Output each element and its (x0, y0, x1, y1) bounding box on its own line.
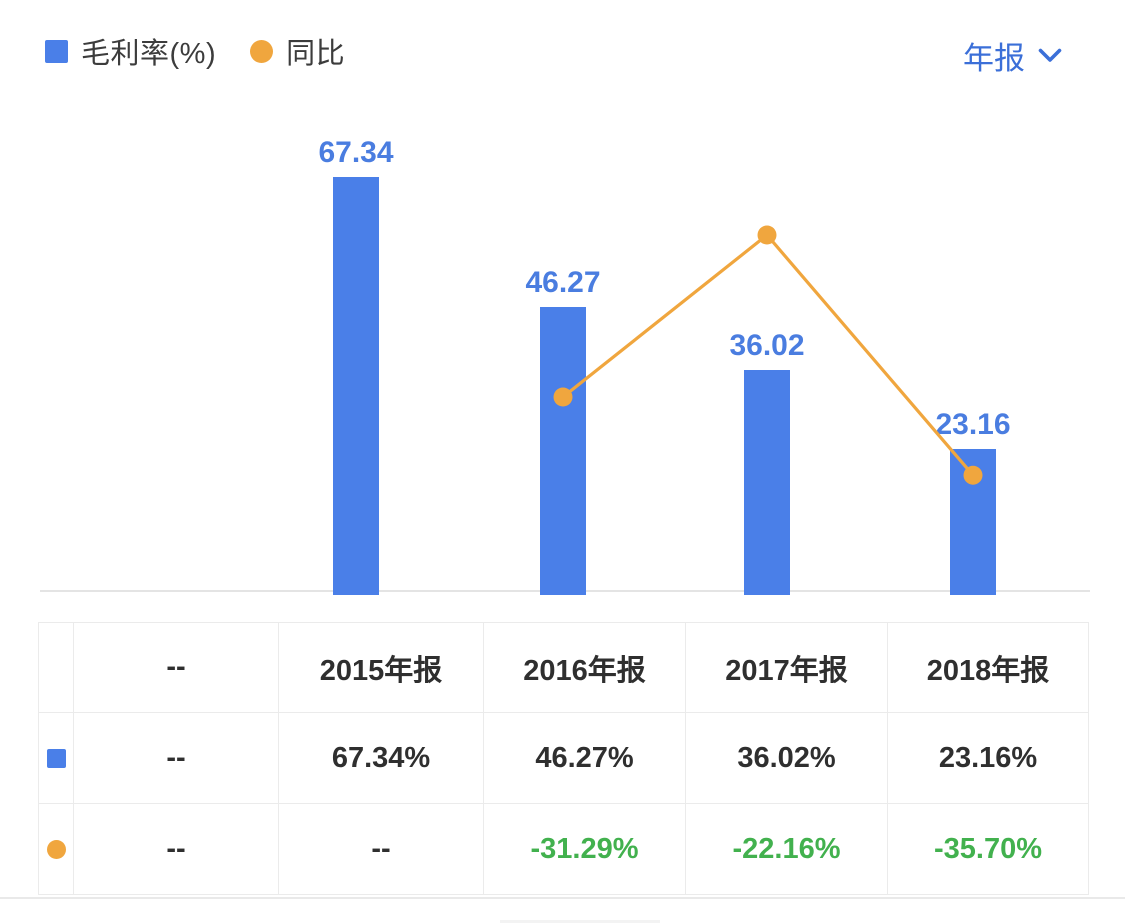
table-cell: -22.16% (685, 803, 888, 895)
table-cell: -35.70% (887, 803, 1089, 895)
table-column-header: -- (73, 622, 279, 713)
bar-value-label-2018年报: 23.16 (935, 408, 1011, 442)
period-selector-label: 年报 (963, 41, 1025, 76)
yoy-line-point-1[interactable] (757, 225, 777, 245)
series-icon-cell (38, 803, 74, 895)
bottom-divider (0, 897, 1125, 899)
table-row: -- -- -31.29% -22.16% -35.70% (38, 803, 1089, 895)
bar-value-label-2015年报: 67.34 (318, 136, 394, 169)
line-series-swatch-icon (46, 840, 66, 860)
bar-series-swatch-icon (46, 749, 66, 769)
legend-label-yoy: 同比 (286, 38, 346, 70)
bar-2015年报[interactable] (333, 177, 379, 595)
data-table: -- 2015年报 2016年报 2017年报 2018年报 -- 67.34% 46.27… (38, 622, 1089, 895)
table-cell: -31.29% (483, 803, 686, 895)
table-cell: -- (278, 803, 484, 895)
bar-2017年报[interactable] (744, 370, 790, 595)
table-column-header: 2017年报 (685, 622, 888, 713)
table-row: -- 67.34% 46.27% 36.02% 23.16% (38, 712, 1089, 804)
legend-label-gross-margin: 毛利率(%) (81, 38, 217, 70)
chevron-down-icon (1038, 48, 1062, 62)
bar-2016年报[interactable] (540, 306, 586, 595)
line-series-swatch-icon (250, 39, 274, 63)
table-cell: -- (73, 803, 279, 895)
table-cell: 46.27% (483, 712, 686, 804)
table-column-header: 2016年报 (483, 622, 686, 713)
period-selector[interactable]: 年报 (963, 33, 1062, 78)
table-cell: 67.34% (278, 712, 484, 804)
table-column-header: 2015年报 (278, 622, 484, 713)
table-cell: 23.16% (887, 712, 1089, 804)
legend-item-yoy[interactable]: 同比 (250, 30, 345, 72)
table-corner-cell (38, 622, 74, 713)
data-table-wrap: -- 2015年报 2016年报 2017年报 2018年报 -- 67.34% 46.27… (38, 622, 1089, 895)
legend-item-gross-margin[interactable]: 毛利率(%) (45, 30, 216, 72)
table-cell: -- (73, 712, 279, 804)
chart-legend: 毛利率(%) 同比 (45, 30, 345, 72)
bar-value-label-2017年报: 36.02 (729, 329, 805, 363)
table-cell: 36.02% (685, 712, 888, 804)
bar-series-swatch-icon (45, 39, 68, 63)
table-column-header: 2018年报 (887, 622, 1089, 713)
bar-2018年报[interactable] (950, 449, 996, 595)
series-icon-cell (38, 712, 74, 804)
table-header-row: -- 2015年报 2016年报 2017年报 2018年报 (38, 622, 1089, 713)
cutoff-content-artifact (500, 920, 660, 923)
bar-value-label-2016年报: 46.27 (525, 265, 601, 299)
